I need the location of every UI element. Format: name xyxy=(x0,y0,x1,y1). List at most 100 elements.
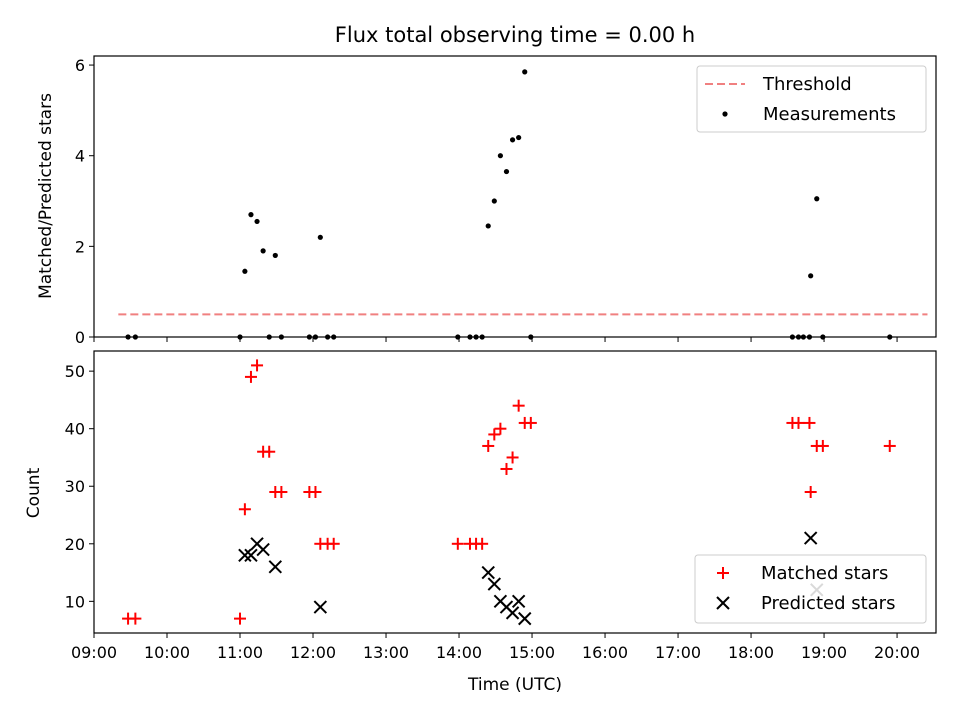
predicted-star-point-b xyxy=(518,611,532,626)
measurement-point xyxy=(266,334,272,340)
predicted-star-point-b xyxy=(511,594,526,609)
matched-star-point xyxy=(251,359,264,372)
matched-star-point xyxy=(512,399,525,412)
top-axes-frame xyxy=(93,55,937,338)
bottom-legend-box xyxy=(694,554,927,624)
bottom-y-tick-label: 50 xyxy=(65,362,85,381)
measurement-point xyxy=(455,334,461,340)
measurement-point-shape xyxy=(789,334,796,340)
measurement-point-shape xyxy=(509,137,516,143)
measurement-point-shape xyxy=(272,252,278,259)
measurement-point-shape xyxy=(522,69,528,75)
measurement-point xyxy=(806,334,813,340)
matched-star-point xyxy=(524,416,537,429)
measurement-point xyxy=(325,334,331,340)
top-plot-area: 0 2 4 6 xyxy=(75,55,937,347)
matched-star-point xyxy=(476,537,489,550)
x-tick-label: 19:00 xyxy=(801,643,847,662)
x-tick-label: 18:00 xyxy=(728,643,774,662)
measurement-point xyxy=(814,196,820,202)
top-y-tick-label: 2 xyxy=(75,237,85,256)
matched-star-point xyxy=(803,416,816,429)
predicted-star-point xyxy=(803,531,818,545)
matched-star-point xyxy=(494,422,507,435)
predicted-star-point-b xyxy=(505,606,520,620)
x-tick-label: 14:00 xyxy=(436,643,482,662)
legend-label: Matched stars xyxy=(761,563,888,584)
measurement-point-shape xyxy=(278,334,284,340)
predicted-star-point xyxy=(518,611,532,626)
measurement-point xyxy=(789,334,796,340)
measurement-point-shape xyxy=(887,334,893,340)
top-legend: Threshold Measurements xyxy=(696,65,927,133)
top-y-tick-label: 6 xyxy=(75,56,85,75)
measurement-point-shape xyxy=(455,334,461,340)
measurement-point-shape xyxy=(806,334,813,340)
matched-star-point xyxy=(451,537,464,550)
predicted-star-point xyxy=(256,542,270,557)
top-y-axis-label: Matched/Predicted stars xyxy=(36,93,56,299)
predicted-star-point xyxy=(511,594,526,609)
measurement-point xyxy=(516,134,522,141)
bottom-y-tick-label: 40 xyxy=(65,420,85,439)
predicted-star-point xyxy=(268,560,283,574)
bottom-plot-area: 10 20 30 40 50 09:00 10:00 11:00 12:00 13:00 14:00… xyxy=(65,350,937,662)
bottom-axes-frame xyxy=(93,350,937,634)
matched-star-point xyxy=(327,537,340,550)
measurement-point xyxy=(800,334,806,340)
matched-star-point xyxy=(816,439,829,452)
top-legend-box xyxy=(696,65,927,133)
x-tick-label: 15:00 xyxy=(509,643,555,662)
bottom-y-tick-label: 10 xyxy=(65,592,85,611)
legend-swatch-shape xyxy=(722,111,728,117)
measurement-point xyxy=(808,273,814,279)
measurement-point-shape xyxy=(528,334,534,340)
measurement-point xyxy=(509,137,516,143)
measurement-point-shape xyxy=(312,334,319,340)
legend-swatch xyxy=(717,567,729,579)
matched-star-point xyxy=(309,486,322,498)
legend-swatch xyxy=(716,596,730,610)
measurement-point xyxy=(248,212,254,218)
measurement-point-shape xyxy=(266,334,272,340)
chart-title: Flux total observing time = 0.00 h xyxy=(335,23,695,47)
measurement-point xyxy=(503,168,510,175)
x-tick-label: 16:00 xyxy=(582,643,628,662)
measurement-point-shape xyxy=(242,268,248,274)
matched-star-point xyxy=(883,439,896,452)
matched-star-point xyxy=(506,451,519,464)
matched-star-point xyxy=(482,439,495,452)
measurement-point xyxy=(242,268,248,274)
bottom-y-axis-label: Count xyxy=(24,467,44,518)
legend-swatch xyxy=(722,111,728,117)
measurement-point-shape xyxy=(254,218,260,225)
matched-star-point xyxy=(792,416,805,429)
measurement-point xyxy=(528,334,534,340)
measurement-point xyxy=(125,334,131,340)
measurement-point-shape xyxy=(485,223,491,229)
legend-label: Predicted stars xyxy=(761,593,895,614)
measurement-point xyxy=(479,334,485,340)
predicted-star-point-b xyxy=(268,560,283,574)
measurement-point xyxy=(887,334,893,340)
predicted-star-point xyxy=(481,565,495,580)
predicted-star-point-b xyxy=(313,600,328,614)
measurement-point-shape xyxy=(814,196,820,202)
measurement-point xyxy=(331,334,337,340)
predicted-star-point-b xyxy=(481,565,495,580)
measurement-point xyxy=(237,334,243,340)
measurement-point-shape xyxy=(237,334,243,340)
measurement-point xyxy=(491,198,497,204)
measurement-point-shape xyxy=(820,334,826,340)
measurement-point-shape xyxy=(260,248,266,254)
measurement-point-shape xyxy=(497,153,503,159)
predicted-star-point-b xyxy=(256,542,270,557)
matched-star-point xyxy=(244,370,257,383)
measurement-point-shape xyxy=(808,273,814,279)
measurement-point-shape xyxy=(473,334,479,340)
predicted-star-point xyxy=(313,600,328,614)
measurement-point xyxy=(795,334,802,340)
measurement-point xyxy=(312,334,319,340)
measurement-point-shape xyxy=(800,334,806,340)
